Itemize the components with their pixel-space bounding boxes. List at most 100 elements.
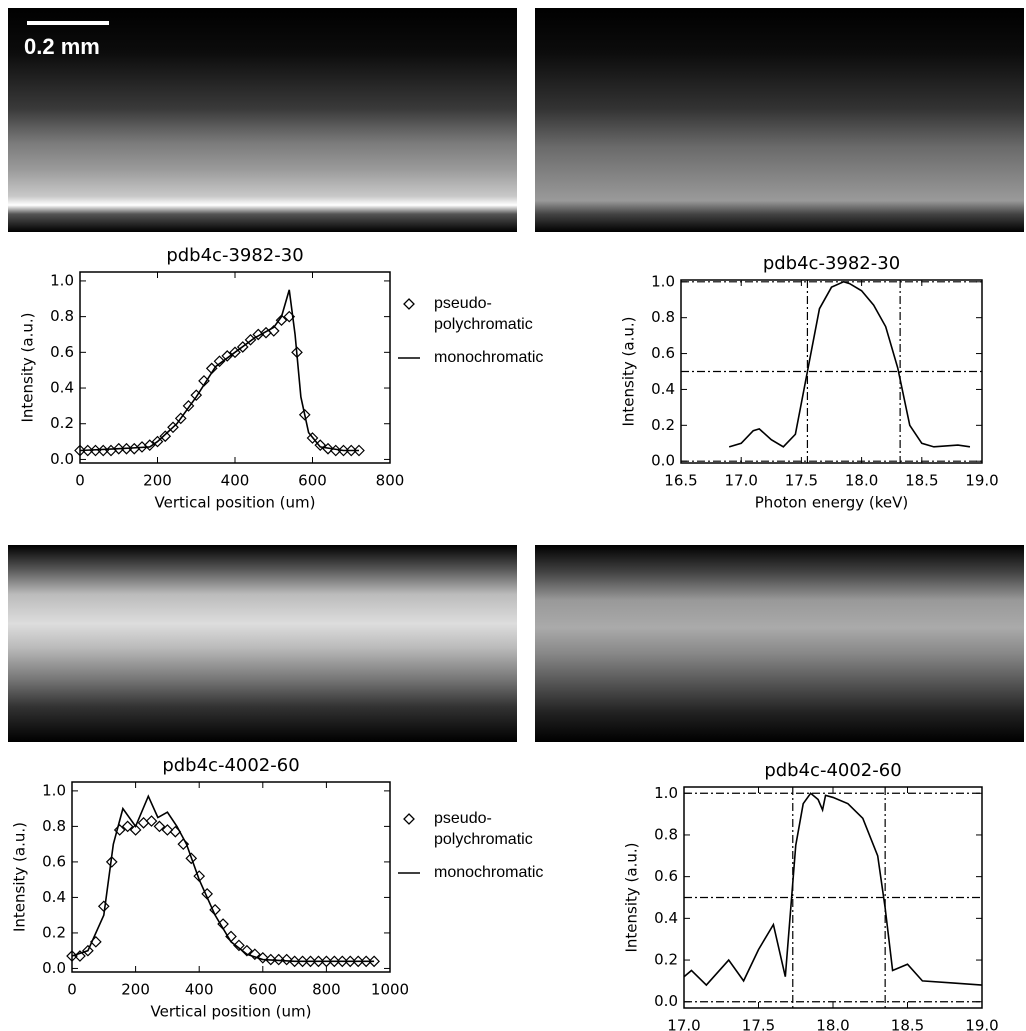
legend-symbol — [398, 865, 420, 879]
data-point — [320, 955, 333, 968]
x-tick-label: 1000 — [371, 981, 409, 999]
legend-label: pseudo-polychromatic — [434, 810, 533, 848]
data-point — [352, 955, 365, 968]
data-point — [169, 825, 182, 838]
data-point — [353, 444, 365, 457]
data-point — [264, 953, 277, 966]
plot-frame — [71, 781, 391, 973]
x-tick-label: 200 — [121, 981, 150, 999]
data-point — [129, 824, 142, 836]
data-line — [728, 280, 971, 448]
legend-entry: pseudo-polychromatic — [398, 293, 594, 335]
data-point — [368, 955, 380, 968]
x-tick-label: 0 — [75, 472, 85, 490]
data-point — [312, 955, 325, 968]
legend-entry: pseudo-polychromatic — [398, 808, 594, 850]
data-point — [153, 820, 166, 833]
y-tick-label: 0.2 — [651, 416, 675, 434]
x-tick-label: 17.0 — [724, 472, 757, 490]
x-axis-label: Vertical position (um) — [151, 1003, 312, 1021]
data-line — [683, 792, 983, 987]
data-point — [159, 430, 172, 443]
data-point — [256, 951, 269, 964]
chart-title: pdb4c-4002-60 — [162, 755, 299, 776]
y-tick-label: 0.2 — [50, 414, 74, 432]
y-tick-label: 0.0 — [42, 959, 66, 977]
legend-symbol — [398, 811, 420, 825]
x-tick-label: 17.5 — [742, 1017, 775, 1031]
legend-entry: monochromatic — [398, 347, 594, 368]
x-tick-label: 800 — [376, 472, 405, 490]
data-point — [296, 955, 309, 968]
data-point — [82, 944, 94, 957]
y-tick-label: 0.6 — [42, 852, 66, 870]
y-axis-label: Intensity (a.u.) — [623, 843, 641, 953]
data-point — [304, 955, 317, 968]
data-point — [143, 439, 156, 451]
x-axis-label: Photon energy (keV) — [755, 494, 908, 512]
data-point — [344, 955, 357, 968]
y-tick-label: 0.8 — [654, 825, 678, 843]
data-point — [81, 444, 94, 457]
y-tick-label: 1.0 — [654, 784, 678, 802]
y-tick-label: 0.6 — [50, 343, 74, 361]
y-tick-label: 0.8 — [42, 817, 66, 835]
chart-title: pdb4c-4002-60 — [764, 760, 901, 781]
data-point — [241, 944, 253, 957]
data-point — [113, 824, 126, 836]
y-tick-label: 0.4 — [651, 380, 675, 398]
data-point — [336, 955, 349, 968]
data-point — [161, 824, 174, 836]
data-point — [112, 442, 125, 455]
legend: pseudo-polychromatic monochromatic — [398, 808, 594, 895]
x-tick-label: 17.5 — [785, 472, 818, 490]
x-tick-label: 600 — [298, 472, 327, 490]
data-point — [298, 408, 311, 421]
x-tick-label: 0 — [67, 981, 77, 999]
x-tick-label: 200 — [143, 472, 172, 490]
data-line — [71, 794, 375, 963]
scale-bar — [27, 21, 109, 25]
legend-symbol — [398, 296, 420, 310]
x-tick-label: 19.0 — [965, 1017, 998, 1031]
x-tick-label: 17.0 — [667, 1017, 700, 1031]
data-point — [221, 350, 234, 362]
data-point — [233, 939, 245, 952]
data-point — [185, 852, 198, 865]
y-tick-label: 0.2 — [654, 951, 678, 969]
y-tick-label: 1.0 — [42, 781, 66, 799]
legend-label: monochromatic — [434, 349, 544, 366]
data-point — [337, 444, 350, 457]
data-line — [79, 289, 359, 452]
data-point — [345, 444, 358, 457]
plot-frame — [79, 271, 391, 464]
data-point — [151, 435, 164, 448]
data-point — [288, 955, 301, 968]
data-point — [280, 953, 293, 966]
y-tick-label: 1.0 — [50, 271, 74, 289]
chart-title: pdb4c-3982-30 — [166, 245, 303, 266]
legend-label: pseudo-polychromatic — [434, 295, 533, 333]
y-tick-label: 0.0 — [654, 992, 678, 1010]
data-point — [249, 948, 261, 961]
y-tick-label: 0.4 — [42, 888, 66, 906]
data-point — [120, 442, 133, 455]
y-tick-label: 1.0 — [651, 272, 675, 290]
y-tick-label: 0.0 — [651, 452, 675, 470]
radiograph — [8, 8, 517, 232]
x-tick-label: 600 — [248, 981, 277, 999]
y-tick-label: 0.6 — [651, 344, 675, 362]
data-point — [360, 955, 372, 968]
data-point — [190, 389, 203, 402]
x-tick-label: 18.5 — [891, 1017, 924, 1031]
y-tick-label: 0.2 — [42, 923, 66, 941]
legend-label: monochromatic — [434, 864, 544, 881]
legend-symbol — [398, 350, 420, 364]
data-point — [74, 444, 86, 457]
data-point — [167, 421, 179, 434]
x-tick-label: 18.0 — [816, 1017, 849, 1031]
y-tick-label: 0.0 — [50, 450, 74, 468]
y-axis-label: Intensity (a.u.) — [620, 317, 638, 427]
legend: pseudo-polychromatic monochromatic — [398, 293, 594, 380]
